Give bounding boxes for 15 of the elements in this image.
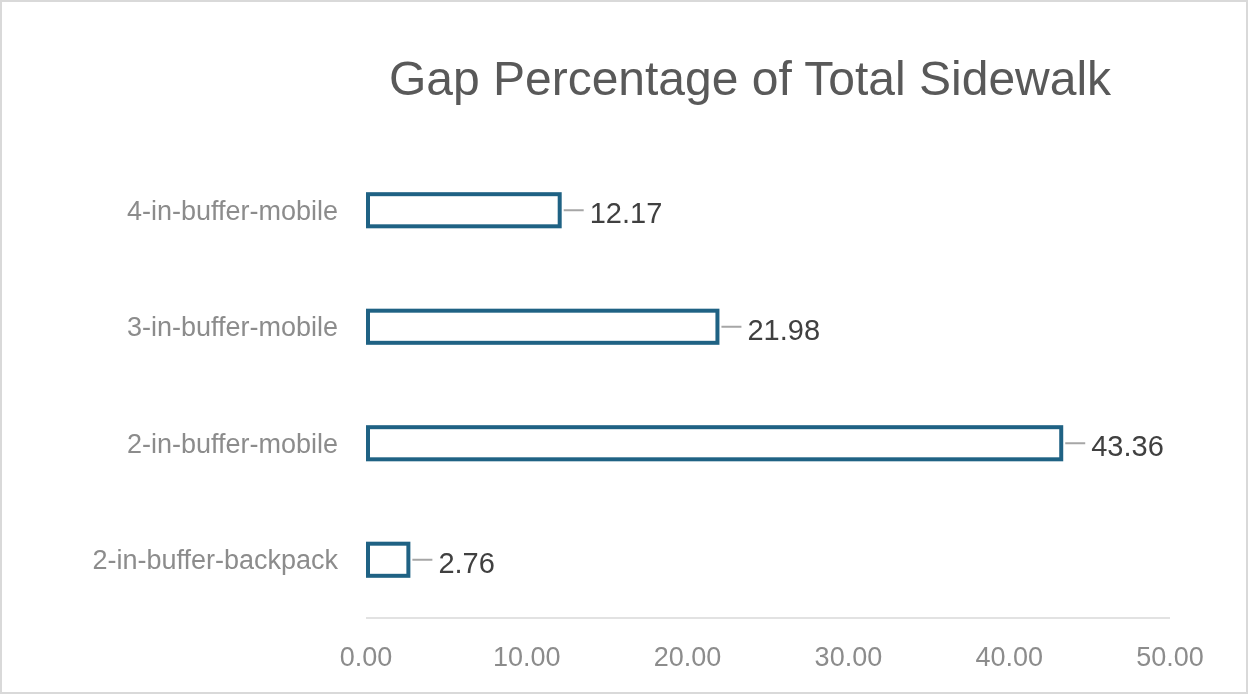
y-tick-label: 2-in-buffer-mobile: [126, 428, 338, 459]
y-tick-label: 4-in-buffer-mobile: [126, 195, 338, 226]
x-tick-label: 20.00: [653, 642, 722, 672]
data-label: 12.17: [589, 197, 663, 230]
x-tick-label: 10.00: [493, 642, 561, 672]
chart-title: Gap Percentage of Total Sidewalk: [388, 52, 1113, 105]
x-tick-label: 30.00: [814, 642, 883, 672]
data-label: 2.76: [438, 546, 495, 579]
x-tick-label: 0.00: [339, 642, 393, 672]
y-tick-label: 2-in-buffer-backpack: [92, 545, 339, 576]
data-label: 43.36: [1091, 430, 1164, 463]
x-tick-label: 40.00: [975, 642, 1043, 672]
x-tick-label: 50.00: [1136, 642, 1204, 672]
data-label: 21.98: [747, 313, 821, 346]
y-tick-label: 3-in-buffer-mobile: [126, 312, 338, 343]
